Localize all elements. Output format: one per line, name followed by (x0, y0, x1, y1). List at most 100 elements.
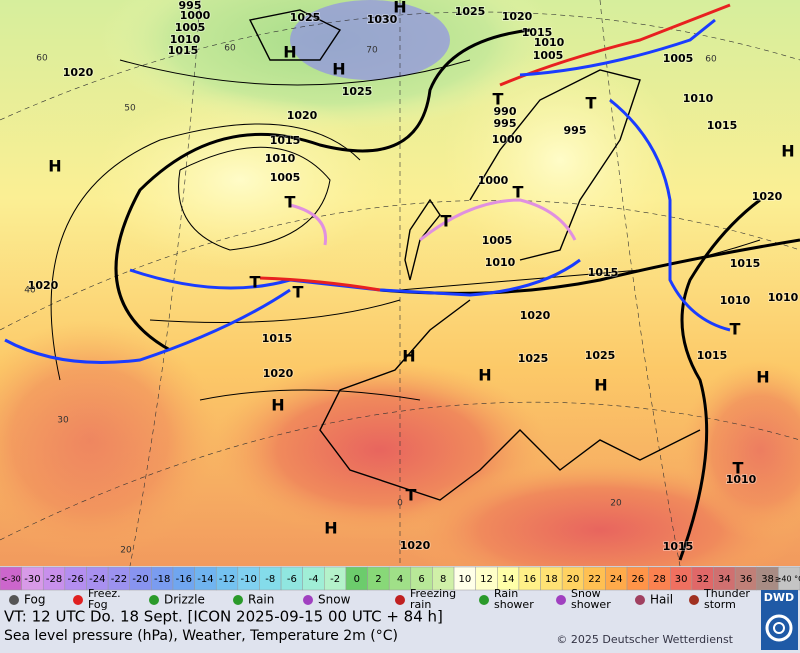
isobar-label: 1030 (367, 13, 398, 26)
isobar-label: 1000 (492, 133, 523, 146)
scale-label: -12 (219, 574, 235, 585)
isobar-label: 1005 (663, 52, 694, 65)
weather-label: shower (494, 598, 534, 611)
logo-text: DWD (764, 591, 794, 604)
weather-label: shower (571, 598, 611, 611)
weather-label: Hail (650, 593, 673, 607)
low-pressure-label: T (733, 459, 744, 478)
high-pressure-label: H (48, 157, 61, 176)
isobar-label: 1015 (522, 26, 553, 39)
scale-label: -28 (46, 574, 62, 585)
weather-symbol (395, 595, 405, 605)
isobar-label: 1015 (168, 44, 199, 57)
isobar-label: 1010 (726, 473, 757, 486)
graticule-label: 60 (705, 55, 717, 65)
graticule-label: 40 (24, 286, 36, 296)
weather-symbol (233, 595, 243, 605)
scale-label: 6 (418, 574, 424, 585)
isobar-label: 1000 (180, 9, 211, 22)
scale-label: 0 (354, 574, 360, 585)
isobar-label: 1010 (683, 92, 714, 105)
dwd-logo: DWD (761, 590, 798, 650)
graticule-label: 30 (57, 416, 69, 426)
scale-label: -10 (240, 574, 256, 585)
scale-label: -26 (68, 574, 84, 585)
weather-label: Fog (88, 598, 108, 611)
weather-label: storm (704, 598, 736, 611)
weather-label: Freez. (88, 587, 121, 600)
low-pressure-label: T (293, 283, 304, 302)
high-pressure-label: H (324, 519, 337, 538)
graticule-label: 60 (36, 54, 48, 64)
scale-label: 34 (718, 574, 731, 585)
low-pressure-label: T (730, 320, 741, 339)
isobar-label: 1020 (63, 66, 94, 79)
isobar-label: 1005 (175, 21, 206, 34)
scale-label: -8 (265, 574, 275, 585)
scale-label: -30 (24, 574, 40, 585)
low-pressure-label: T (441, 212, 452, 231)
isobar-label: 1025 (290, 11, 321, 24)
scale-label: 24 (610, 574, 623, 585)
isobar-label: 995 (179, 0, 202, 12)
isobar-label: 1020 (263, 367, 294, 380)
high-pressure-label: H (756, 368, 769, 387)
weather-symbol (73, 595, 83, 605)
weather-symbol (303, 595, 313, 605)
scale-label: -16 (176, 574, 192, 585)
weather-symbol (479, 595, 489, 605)
high-pressure-label: H (271, 396, 284, 415)
scale-label: 22 (588, 574, 601, 585)
high-pressure-label: H (393, 0, 406, 17)
isobar-label: 1010 (485, 256, 516, 269)
scale-label: 14 (502, 574, 515, 585)
isobar-label: 1005 (482, 234, 513, 247)
isobar-label: 1015 (588, 266, 619, 279)
scale-label: -2 (330, 574, 340, 585)
weather-label: Rain (494, 587, 518, 600)
isobar-label: 1020 (520, 309, 551, 322)
isobar-label: 1020 (752, 190, 783, 203)
scale-label: ≥40 °C (775, 575, 800, 584)
isobar-label: 990 (494, 105, 517, 118)
isobar-label: 1015 (730, 257, 761, 270)
isobar-label: 1020 (400, 539, 431, 552)
weather-symbol (9, 595, 19, 605)
scale-label: 10 (458, 574, 471, 585)
graticule-label: 20 (610, 499, 622, 509)
isobar-label: 1015 (697, 349, 728, 362)
copyright: © 2025 Deutscher Wetterdienst (556, 633, 733, 646)
description: Sea level pressure (hPa), Weather, Tempe… (4, 628, 398, 644)
isobar-label: 1025 (455, 5, 486, 18)
high-pressure-label: H (478, 366, 491, 385)
scale-label: 28 (653, 574, 666, 585)
scale-label: 30 (675, 574, 688, 585)
graticule-label: 60 (224, 44, 236, 54)
high-pressure-label: H (332, 60, 345, 79)
high-pressure-label: H (283, 43, 296, 62)
isobars (50, 59, 761, 401)
isobar-label: 1025 (585, 349, 616, 362)
weather-label: Drizzle (164, 593, 205, 607)
isobar-label: 1010 (265, 152, 296, 165)
scale-label: -4 (309, 574, 319, 585)
scale-label: 26 (631, 574, 644, 585)
scale-label: 4 (397, 574, 403, 585)
weather-label: Snow (318, 593, 351, 607)
low-pressure-label: T (285, 193, 296, 212)
weather-label: Fog (24, 593, 45, 607)
graticule-label: 70 (366, 46, 378, 56)
scale-label: 36 (740, 574, 753, 585)
isobar-label: 995 (564, 124, 587, 137)
isobar-label: 1000 (478, 174, 509, 187)
scale-label: 18 (545, 574, 558, 585)
scale-label: 32 (696, 574, 709, 585)
isobar-label: 1020 (28, 279, 59, 292)
low-pressure-label: T (250, 273, 261, 292)
low-pressure-label: T (406, 486, 417, 505)
isobar-label: 1020 (287, 109, 318, 122)
weather-label: rain (410, 598, 431, 611)
isobar-label: 1015 (262, 332, 293, 345)
isobar-label: 1005 (533, 49, 564, 62)
scale-label: 20 (567, 574, 580, 585)
